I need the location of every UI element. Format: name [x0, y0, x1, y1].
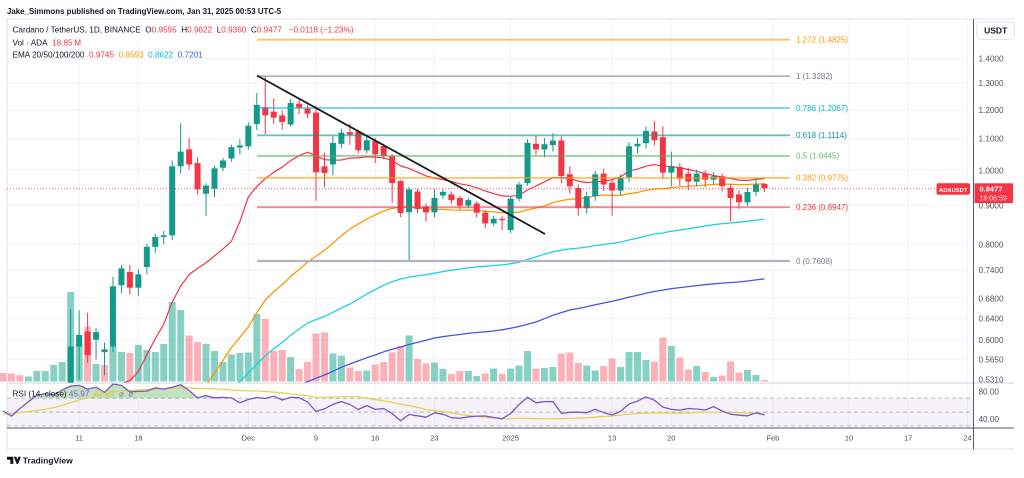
svg-text:1.272 (1.4825): 1.272 (1.4825)	[796, 36, 848, 45]
svg-text:0.6800: 0.6800	[979, 294, 1004, 303]
svg-text:40.00: 40.00	[979, 415, 1000, 424]
svg-text:Dec: Dec	[242, 434, 256, 443]
svg-text:1.3000: 1.3000	[979, 79, 1004, 88]
svg-text:Feb: Feb	[766, 434, 779, 443]
svg-text:80.00: 80.00	[979, 387, 1000, 396]
svg-text:Jake_Simmons published on Trad: Jake_Simmons published on TradingView.co…	[7, 7, 282, 16]
svg-text:0.7400: 0.7400	[979, 266, 1004, 275]
svg-text:24: 24	[963, 434, 971, 443]
svg-text:0.786 (1.2067): 0.786 (1.2067)	[796, 104, 848, 113]
svg-text:0.6000: 0.6000	[979, 336, 1004, 345]
svg-text:0.9000: 0.9000	[979, 201, 1004, 210]
svg-text:9: 9	[314, 434, 318, 443]
svg-text:TradingView: TradingView	[23, 455, 73, 465]
svg-text:0 (0.7608): 0 (0.7608)	[796, 257, 833, 266]
svg-text:0.5650: 0.5650	[979, 356, 1004, 365]
svg-text:23: 23	[430, 434, 438, 443]
svg-text:1.1000: 1.1000	[979, 135, 1004, 144]
svg-text:0.8000: 0.8000	[979, 240, 1004, 249]
svg-text:11: 11	[75, 434, 83, 443]
svg-text:0.5 (1.0445): 0.5 (1.0445)	[796, 152, 839, 161]
svg-text:Vol · ADA 18.85 M: Vol · ADA 18.85 M	[13, 39, 82, 48]
svg-text:1.4000: 1.4000	[979, 55, 1004, 64]
svg-text:18:06:59: 18:06:59	[980, 195, 1007, 202]
svg-text:2025: 2025	[502, 434, 519, 443]
svg-text:1.0000: 1.0000	[979, 166, 1004, 175]
svg-text:16: 16	[371, 434, 379, 443]
svg-text:0.382 (0.9775): 0.382 (0.9775)	[796, 174, 848, 183]
svg-text:ADAUSDT: ADAUSDT	[939, 188, 968, 194]
svg-text:1 (1.3282): 1 (1.3282)	[796, 72, 833, 81]
svg-text:13: 13	[608, 434, 616, 443]
svg-text:RSI (14, close) 45.97 47.02: RSI (14, close) 45.97 47.02 ⌀ ⌀	[13, 390, 134, 399]
svg-text:17: 17	[904, 434, 912, 443]
svg-text:EMA 20/50/100/200 0.9745 0.9: EMA 20/50/100/200 0.9745 0.9593 0.8622 0…	[13, 51, 204, 60]
svg-text:Cardano / TetherUS, 1D, BINANC: Cardano / TetherUS, 1D, BINANCE O0.9595 …	[13, 26, 354, 35]
svg-text:18: 18	[134, 434, 142, 443]
svg-text:10: 10	[845, 434, 853, 443]
svg-text:USDT: USDT	[984, 26, 1008, 36]
svg-text:0.6400: 0.6400	[979, 314, 1004, 323]
svg-text:20: 20	[667, 434, 675, 443]
svg-text:0.618 (1.1114): 0.618 (1.1114)	[796, 131, 847, 140]
svg-text:0.236 (0.8947): 0.236 (0.8947)	[796, 203, 848, 212]
svg-text:0.5310: 0.5310	[979, 376, 1004, 385]
svg-text:1.2000: 1.2000	[979, 106, 1004, 115]
svg-text:0.9477: 0.9477	[980, 184, 1003, 193]
